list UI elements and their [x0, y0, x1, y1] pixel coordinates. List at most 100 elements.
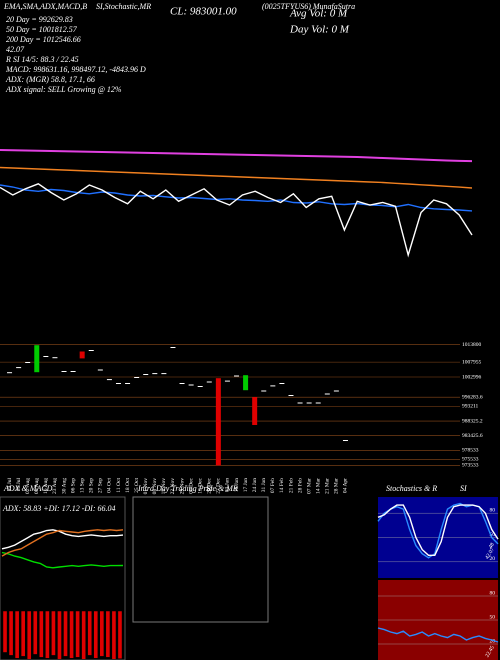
- x-tick-label: 27 Dec: [216, 477, 222, 493]
- panel-title: ADX & MACD: [3, 484, 53, 493]
- avg-vol: Avg Vol: 0 M: [289, 8, 348, 20]
- candle-body: [152, 373, 158, 375]
- adx-label: ADX: 58.83 +DI: 17.12 -DI: 66.04: [2, 504, 116, 513]
- x-tick-label: 22 Nov: [170, 478, 176, 495]
- candle-body: [115, 383, 121, 384]
- macd-bar: [15, 611, 19, 659]
- y-tick-label: 983425.6: [462, 433, 483, 439]
- macd-bar: [27, 611, 32, 660]
- series-line: [0, 183, 473, 258]
- candle-body: [315, 402, 321, 404]
- candle-body: [43, 356, 49, 357]
- close-label: CL: 983001.00: [170, 6, 237, 18]
- candle-body: [243, 375, 249, 391]
- panel-title: Intra Day Trading Price & MR: [137, 484, 238, 493]
- x-tick-label: 27 Sep: [98, 478, 104, 493]
- x-tick-label: 09 Aug: [34, 478, 40, 494]
- indicator-line: MACD: 998631.16, 998497.12, -4843.96 D: [5, 65, 146, 74]
- candle-body: [188, 384, 194, 386]
- x-tick-label: 18 Oct: [125, 478, 131, 493]
- y-tick-label: 80: [490, 507, 496, 513]
- candle-body: [52, 357, 58, 359]
- candle-body: [215, 378, 221, 466]
- candle-body: [97, 369, 103, 371]
- adx-box: [0, 496, 126, 660]
- candle-body: [261, 390, 267, 392]
- candle-body: [342, 440, 348, 441]
- candle-body: [88, 350, 94, 351]
- x-tick-label: 06 Sep: [70, 478, 76, 493]
- header-item: EMA,SMA,ADX,MACD,B: [3, 2, 87, 11]
- x-tick-label: 23 Aug: [52, 478, 58, 494]
- x-tick-label: 07 Mar: [306, 478, 312, 494]
- panel-title: SI: [206, 484, 213, 493]
- candle-body: [206, 381, 212, 383]
- candle-body: [170, 347, 176, 348]
- indicator-line: 200 Day = 1012546.66: [6, 35, 81, 44]
- day-vol: Day Vol: 0 M: [289, 24, 350, 36]
- candle-body: [143, 374, 149, 375]
- panel-title: Stochastics & R: [386, 484, 437, 493]
- x-tick-label: 28 Mar: [334, 478, 340, 494]
- candle-body: [270, 385, 276, 387]
- macd-bar: [63, 611, 68, 657]
- candle-body: [34, 345, 40, 373]
- x-tick-label: 11 Oct: [116, 478, 122, 493]
- candle-body: [224, 380, 230, 382]
- y-tick-label: 20: [490, 556, 496, 562]
- macd-bar: [75, 611, 80, 658]
- candle-body: [197, 386, 203, 387]
- y-tick-label: 1002996: [462, 374, 482, 380]
- x-tick-label: 26 Jul: [16, 478, 22, 492]
- candle-body: [125, 383, 131, 384]
- x-tick-label: 13 Sep: [79, 478, 85, 493]
- macd-bar: [87, 611, 92, 656]
- x-tick-label: 21 Mar: [325, 478, 331, 494]
- macd-bar: [69, 611, 74, 659]
- macd-bar: [39, 611, 44, 658]
- y-tick-label: 20: [490, 638, 496, 644]
- candle-body: [79, 351, 85, 359]
- series-line: [1, 529, 124, 550]
- indicator-line: 50 Day = 1001812.57: [6, 25, 78, 34]
- candle-body: [288, 395, 294, 396]
- macd-bar: [57, 611, 62, 660]
- x-tick-label: 16 Aug: [43, 478, 49, 494]
- y-tick-label: 1013800: [462, 342, 482, 348]
- x-tick-label: 29 Nov: [179, 478, 185, 495]
- macd-bar: [93, 611, 98, 659]
- header-item: (0025TFYUS6) MunafaSutra: [262, 2, 355, 11]
- candle-body: [134, 377, 140, 378]
- indicator-line: ADX: (MGR) 58.8, 17.1, 66: [5, 75, 95, 84]
- x-tick-label: 01 Nov: [143, 478, 149, 495]
- series-line: [0, 166, 473, 189]
- candle-body: [179, 383, 185, 384]
- macd-bar: [106, 611, 110, 658]
- macd-bar: [81, 611, 86, 660]
- x-tick-label: 28 Feb: [297, 478, 303, 493]
- last-value: 48: [488, 542, 496, 550]
- panel-title: SI: [460, 484, 467, 493]
- x-tick-label: 02 Aug: [25, 478, 31, 494]
- y-tick-label: 50: [490, 614, 496, 620]
- candle-body: [16, 367, 22, 369]
- y-tick-label: 978533: [462, 448, 479, 454]
- x-tick-label: 14 Feb: [279, 478, 285, 493]
- x-tick-label: 21 Feb: [288, 478, 294, 493]
- macd-bar: [9, 611, 13, 656]
- x-tick-label: 19 Jul: [7, 478, 13, 492]
- indicator-line: R SI 14/5: 88.3 / 22.45: [5, 55, 79, 64]
- series-line: [0, 149, 473, 163]
- x-tick-label: 20 Sep: [89, 478, 95, 493]
- indicator-line: 42.07: [6, 45, 25, 54]
- x-tick-label: 06 Dec: [188, 477, 194, 493]
- x-tick-label: 03 Jan: [225, 478, 231, 492]
- macd-bar: [112, 611, 116, 660]
- x-tick-label: 24 Jan: [252, 478, 258, 492]
- y-tick-label: 973533: [462, 463, 479, 469]
- candle-body: [161, 373, 167, 375]
- x-tick-label: 10 Jan: [234, 478, 240, 492]
- candle-body: [297, 402, 303, 404]
- candle-body: [61, 371, 67, 372]
- candle-body: [234, 375, 240, 377]
